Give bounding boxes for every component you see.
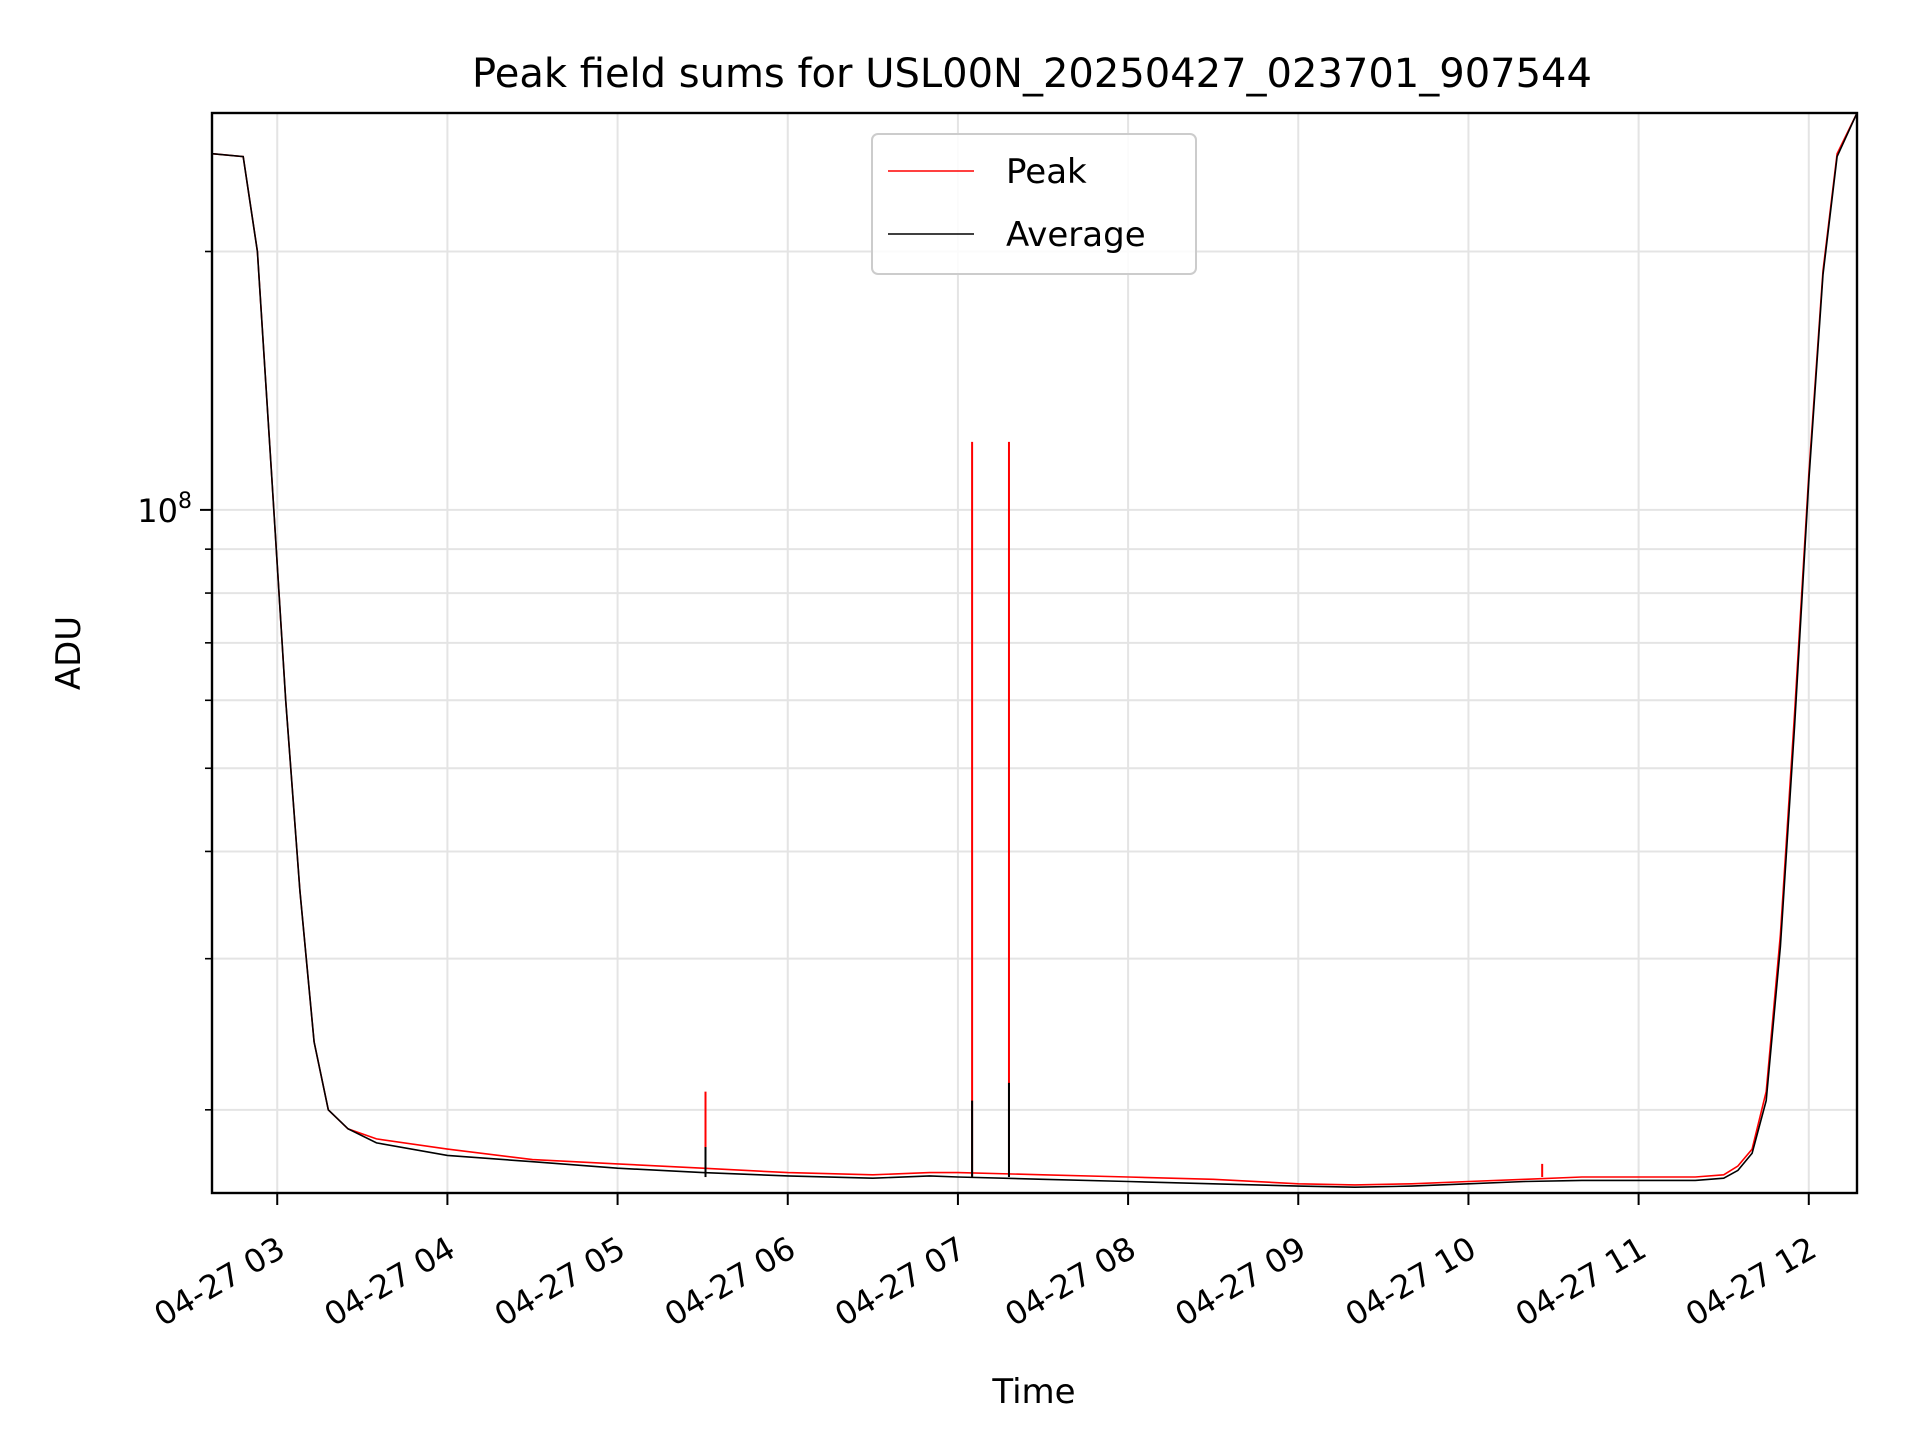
legend-label-average: Average bbox=[1006, 215, 1146, 255]
y-axis-label: ADU bbox=[49, 616, 89, 690]
plot-frame bbox=[210, 111, 1859, 1195]
series-layer bbox=[212, 113, 1857, 1189]
legend-label-peak: Peak bbox=[1006, 152, 1087, 192]
series-line-average bbox=[212, 113, 1857, 1189]
legend: Peak Average bbox=[871, 133, 1197, 275]
x-axis-label: Time bbox=[991, 1372, 1075, 1412]
grid bbox=[212, 113, 1857, 1193]
legend-box bbox=[871, 133, 1197, 275]
chart-title: Peak field sums for USL00N_20250427_0237… bbox=[472, 51, 1592, 97]
series-clip bbox=[212, 113, 1857, 1189]
y-axis: 108 bbox=[137, 250, 212, 1111]
y-tick-label: 108 bbox=[137, 489, 192, 530]
